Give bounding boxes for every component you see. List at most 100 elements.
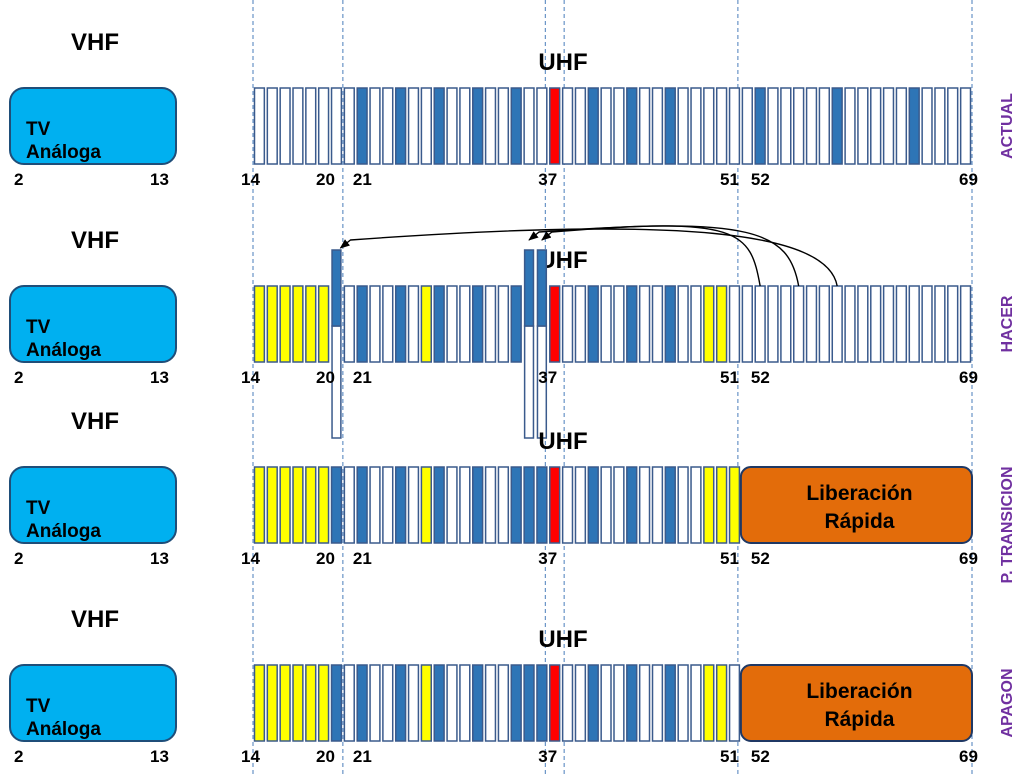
channel-29 — [446, 285, 458, 363]
channel-14 — [253, 466, 266, 544]
liberacion-line2: Rápida — [824, 708, 894, 731]
liberacion-rapida-box — [739, 466, 974, 544]
channel-48 — [690, 466, 702, 544]
channel-49 — [703, 664, 715, 742]
side-label-actual: ACTUAL — [999, 93, 1016, 159]
channel-51 — [728, 285, 741, 363]
channel-30 — [459, 87, 471, 165]
tick-uhf-37: 37 — [538, 549, 557, 568]
channel-46 — [664, 285, 676, 363]
channel-29 — [446, 466, 458, 544]
channel-43 — [626, 664, 638, 742]
channel-50 — [715, 664, 728, 742]
vhf-label: VHF — [71, 227, 119, 254]
channel-63 — [882, 87, 895, 165]
channel-45 — [651, 664, 664, 742]
channel-43 — [626, 466, 638, 544]
channel-52 — [741, 285, 753, 363]
channel-42 — [613, 285, 625, 363]
channel-59 — [831, 87, 843, 165]
channel-44 — [638, 285, 651, 363]
channel-25 — [394, 664, 407, 742]
channel-27 — [420, 87, 432, 165]
channel-28 — [433, 87, 445, 165]
channel-21 — [343, 466, 355, 544]
channel-31 — [472, 466, 484, 544]
channel-20 — [330, 87, 343, 165]
channel-27 — [420, 466, 432, 544]
channel-20-moved — [331, 249, 342, 327]
channel-35-moved — [523, 249, 535, 327]
tick-uhf-21: 21 — [353, 747, 372, 766]
channel-44 — [638, 466, 651, 544]
channel-64 — [895, 285, 908, 363]
analog-box-line2: Análoga — [26, 340, 101, 361]
vhf-label: VHF — [71, 606, 119, 633]
channel-46 — [664, 664, 676, 742]
channel-54 — [767, 87, 779, 165]
channel-28 — [433, 466, 445, 544]
channel-60 — [844, 285, 856, 363]
channel-65 — [908, 87, 920, 165]
channel-61 — [857, 285, 869, 363]
channel-14 — [253, 285, 266, 363]
channel-41 — [600, 466, 612, 544]
channel-54 — [767, 285, 779, 363]
channel-28 — [433, 664, 445, 742]
channel-65 — [908, 285, 920, 363]
tick-uhf-14: 14 — [241, 368, 260, 387]
channel-strip — [253, 87, 972, 165]
channel-44 — [638, 664, 651, 742]
tick-uhf-69: 69 — [959, 549, 978, 568]
channel-17 — [292, 466, 304, 544]
channel-25 — [394, 285, 407, 363]
tick-uhf-51: 51 — [720, 549, 739, 568]
channel-50 — [715, 87, 728, 165]
channel-56 — [793, 285, 805, 363]
channel-16 — [279, 466, 291, 544]
channel-38 — [561, 664, 574, 742]
channel-20 — [330, 664, 343, 742]
tick-uhf-14: 14 — [241, 549, 260, 568]
channel-34 — [510, 285, 522, 363]
channel-38 — [561, 285, 574, 363]
channel-59 — [831, 285, 843, 363]
channel-30 — [459, 285, 471, 363]
channel-29 — [446, 87, 458, 165]
channel-24 — [382, 466, 394, 544]
channel-36-moved — [536, 249, 548, 327]
channel-30 — [459, 466, 471, 544]
channel-18 — [305, 87, 317, 165]
channel-34 — [510, 87, 522, 165]
tick-uhf-37: 37 — [538, 747, 557, 766]
channel-28 — [433, 285, 445, 363]
side-label-apagon: APAGON — [999, 668, 1016, 737]
tick-vhf-13: 13 — [150, 549, 169, 568]
channel-26 — [407, 285, 420, 363]
tick-uhf-69: 69 — [959, 368, 978, 387]
channel-36 — [536, 664, 548, 742]
channel-22 — [356, 664, 368, 742]
channel-27 — [420, 664, 432, 742]
channel-50 — [715, 466, 728, 544]
channel-62 — [870, 285, 882, 363]
channel-17 — [292, 285, 304, 363]
channel-53 — [754, 285, 766, 363]
side-label-hacer: HACER — [999, 295, 1016, 352]
channel-48 — [690, 285, 702, 363]
tick-uhf-21: 21 — [353, 368, 372, 387]
channel-31 — [472, 87, 484, 165]
channel-57 — [805, 87, 818, 165]
channel-61 — [857, 87, 869, 165]
analog-box-line2: Análoga — [26, 719, 101, 740]
channel-43 — [626, 87, 638, 165]
channel-35-vacated — [523, 325, 535, 439]
channel-24 — [382, 285, 394, 363]
reassignment-arrow-59-to-20 — [339, 228, 838, 287]
tick-uhf-52: 52 — [751, 170, 770, 189]
channel-36 — [536, 87, 548, 165]
channel-15 — [266, 466, 278, 544]
channel-14 — [253, 664, 266, 742]
channel-36 — [536, 466, 548, 544]
channel-16 — [279, 87, 291, 165]
